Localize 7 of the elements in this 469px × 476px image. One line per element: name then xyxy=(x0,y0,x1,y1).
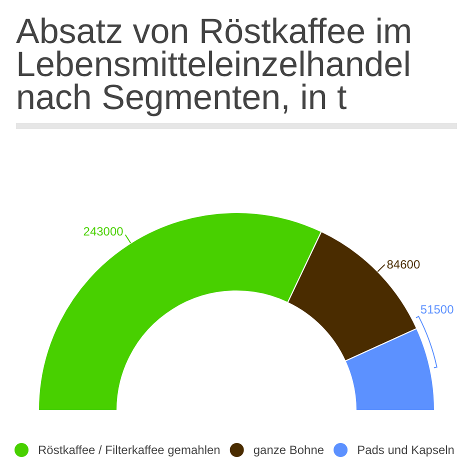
data-label: 84600 xyxy=(386,258,420,272)
legend-label: Röstkaffee / Filterkaffee gemahlen xyxy=(38,443,220,457)
legend-label: ganze Bohne xyxy=(253,443,324,457)
data-label: 51500 xyxy=(420,302,454,317)
data-label: 243000 xyxy=(83,224,124,239)
chart-title: Absatz von Röstkaffee im Lebensmitteleinzelhandel nach Segmenten, in t xyxy=(16,12,412,117)
legend-label: Pads und Kapseln xyxy=(357,443,454,457)
